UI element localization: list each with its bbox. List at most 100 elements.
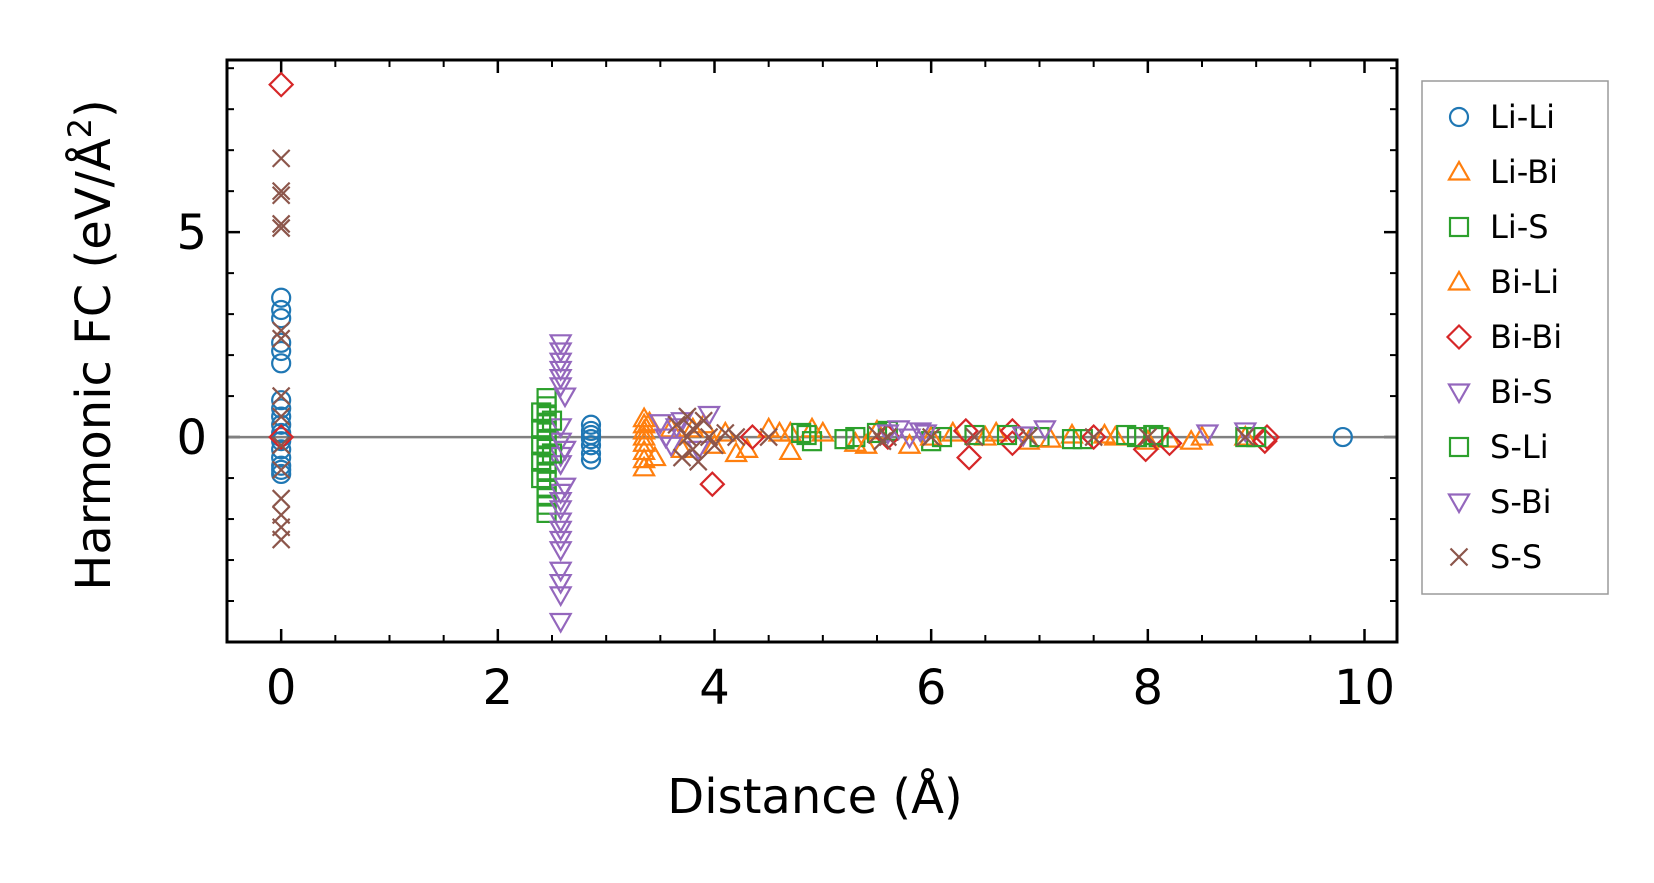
data-point (580, 424, 602, 446)
data-point (271, 287, 292, 308)
data-point (548, 612, 573, 634)
legend-marker (1447, 383, 1471, 405)
series-bi-li (637, 410, 1214, 467)
legend-entry: S-S (1449, 538, 1542, 576)
y-tick-label: 5 (176, 205, 207, 261)
data-point (1148, 426, 1169, 448)
data-point (271, 332, 292, 353)
data-point (271, 460, 291, 480)
data-point (678, 427, 697, 447)
data-point (548, 573, 573, 595)
data-point (996, 424, 1018, 446)
data-point (940, 420, 965, 442)
data-point (1019, 427, 1038, 447)
data-point (271, 390, 292, 411)
data-point (553, 477, 577, 499)
legend-label: Bi-S (1490, 373, 1553, 411)
data-point (271, 321, 291, 340)
data-point (271, 185, 291, 205)
data-point (897, 433, 922, 454)
legend-entry: S-Bi (1447, 483, 1552, 521)
data-point (1138, 427, 1158, 447)
data-point (1060, 422, 1084, 444)
legend-label: Li-Bi (1490, 153, 1558, 191)
x-tick-label: 6 (916, 660, 947, 716)
data-point (580, 429, 602, 450)
data-point (921, 427, 941, 447)
data-point (271, 308, 292, 329)
data-point (716, 423, 735, 443)
tick-labels: 0 2 4 6 8 10 0 5 (176, 205, 1395, 716)
x-tick-label: 10 (1334, 660, 1395, 716)
data-point (919, 424, 944, 446)
y-axis-label-sup: 2 (61, 118, 99, 138)
data-point (810, 420, 835, 442)
data-point (913, 424, 938, 446)
data-point (553, 387, 577, 409)
legend-marker (1445, 323, 1473, 351)
x-tick-label: 0 (266, 660, 297, 716)
data-point (702, 433, 727, 454)
legend-marker (1449, 547, 1469, 567)
legend-entry: Bi-S (1447, 373, 1553, 411)
series-li-li (271, 287, 1353, 485)
minor-ticks (226, 60, 1397, 643)
legend-box (1421, 80, 1609, 595)
data-point (548, 520, 573, 542)
data-point (875, 424, 900, 446)
data-point (271, 386, 291, 406)
data-point (1092, 422, 1117, 444)
data-point (759, 427, 778, 447)
data-point (271, 435, 291, 455)
data-point (843, 431, 868, 452)
data-point (548, 342, 573, 364)
data-point (973, 424, 998, 446)
data-point (268, 71, 295, 98)
data-point (854, 433, 879, 454)
data-points (268, 71, 1353, 634)
data-point (724, 441, 749, 463)
legend-entry: Li-Bi (1447, 153, 1558, 191)
data-point (580, 435, 602, 456)
data-point (548, 500, 573, 522)
data-point (268, 424, 295, 451)
legend-entry: Bi-Li (1447, 263, 1559, 301)
data-point (548, 561, 573, 583)
legend-marker (1447, 269, 1471, 291)
data-point (683, 440, 703, 459)
data-point (1116, 424, 1137, 446)
data-point (580, 449, 602, 470)
legend-label: Bi-Bi (1490, 318, 1562, 356)
data-point (548, 377, 573, 399)
y-axis-label-end: ) (66, 99, 122, 118)
data-point (683, 419, 703, 439)
data-point (548, 541, 573, 562)
data-point (1236, 427, 1255, 447)
legend: Li-Li Li-Bi Li-S Bi-Li Bi-Bi Bi-S S-Li S-Bi S-S (1421, 80, 1609, 595)
legend-marker (1447, 493, 1471, 515)
data-point (271, 149, 291, 168)
data-point (1195, 424, 1220, 446)
x-tick-label: 2 (483, 660, 514, 716)
data-point (553, 440, 577, 462)
data-point (632, 455, 656, 477)
data-point (699, 471, 726, 498)
y-axis-label: Harmonic FC (eV/Å2) (61, 99, 122, 591)
x-axis-label: Distance (Å) (667, 768, 962, 825)
data-point (1332, 426, 1353, 448)
data-point (694, 411, 713, 430)
data-point (271, 329, 291, 348)
data-point (688, 452, 708, 471)
data-point (672, 448, 692, 467)
data-point (878, 427, 898, 447)
data-point (659, 436, 684, 458)
data-point (271, 299, 292, 321)
data-point (1190, 424, 1214, 446)
data-point (965, 427, 984, 447)
data-point (834, 429, 855, 450)
y-tick-label: 0 (176, 410, 207, 466)
legend-label: Li-S (1490, 208, 1549, 246)
data-point (632, 424, 656, 446)
legend-entries: Li-Li Li-Bi Li-S Bi-Li Bi-Bi Bi-S S-Li S-Bi S-S (1445, 98, 1562, 576)
data-point (648, 414, 673, 435)
